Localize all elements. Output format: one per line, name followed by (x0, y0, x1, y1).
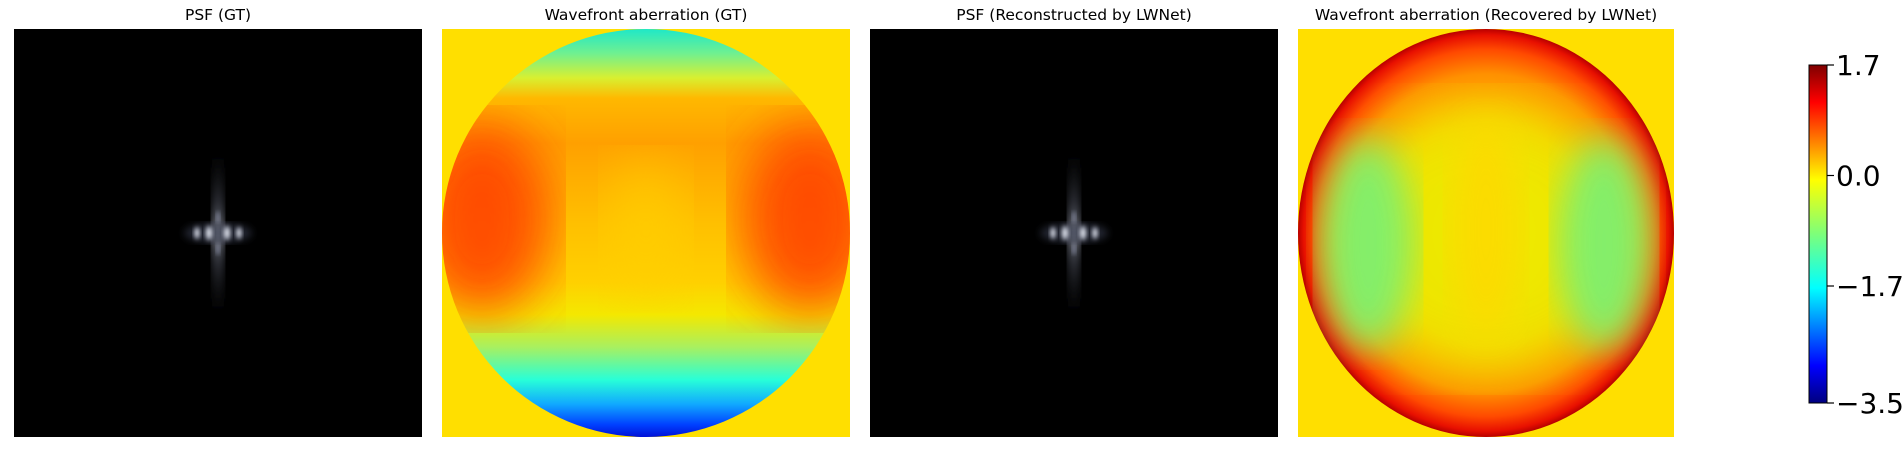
wavefront-recovered-image (1298, 29, 1674, 437)
colorbar-tick-label: −1.7 (1836, 270, 1903, 303)
psf-lobe (215, 211, 221, 223)
psf-lobe (1071, 243, 1077, 255)
aberration-lobe (1558, 139, 1650, 349)
colorbar-ticks: 1.7 0.0 −1.7 −3.5 (1827, 49, 1903, 420)
colorbar-tick-label: 0.0 (1836, 160, 1881, 193)
panel-title: Wavefront aberration (Recovered by LWNet… (1314, 6, 1658, 24)
colorbar-gradient (1808, 64, 1828, 404)
psf-lobe (204, 222, 214, 244)
psf-lobe (215, 243, 221, 255)
panel-psf-gt: PSF (GT) (14, 0, 422, 437)
wavefront-gt-image (442, 29, 850, 437)
panel-title: Wavefront aberration (GT) (544, 6, 748, 24)
aberration-center (1450, 119, 1522, 339)
colorbar-tick-label: −3.5 (1836, 387, 1903, 420)
panel-wavefront-gt: Wavefront aberration (GT) (442, 0, 850, 437)
panel-title: PSF (Reconstructed by LWNet) (956, 6, 1192, 24)
psf-lobe (1078, 222, 1088, 244)
colorbar-tick-label: 1.7 (1836, 49, 1881, 82)
psf-halo (184, 223, 252, 243)
aberration-center (606, 159, 686, 299)
psf-lobe (235, 224, 243, 242)
aberration-lobe (1322, 139, 1414, 349)
psf-reconstructed-image (870, 29, 1278, 437)
panel-title: PSF (GT) (184, 6, 252, 24)
psf-lobe (222, 222, 232, 244)
panel-wavefront-recovered: Wavefront aberration (Recovered by LWNet… (1298, 0, 1674, 437)
psf-lobe (1071, 211, 1077, 223)
psf-lobe (1049, 224, 1057, 242)
psf-gt-image (14, 29, 422, 437)
psf-lobe (193, 224, 201, 242)
panel-psf-reconstructed: PSF (Reconstructed by LWNet) (870, 0, 1278, 437)
psf-lobe (1060, 222, 1070, 244)
psf-halo (1040, 223, 1108, 243)
psf-lobe (1091, 224, 1099, 242)
